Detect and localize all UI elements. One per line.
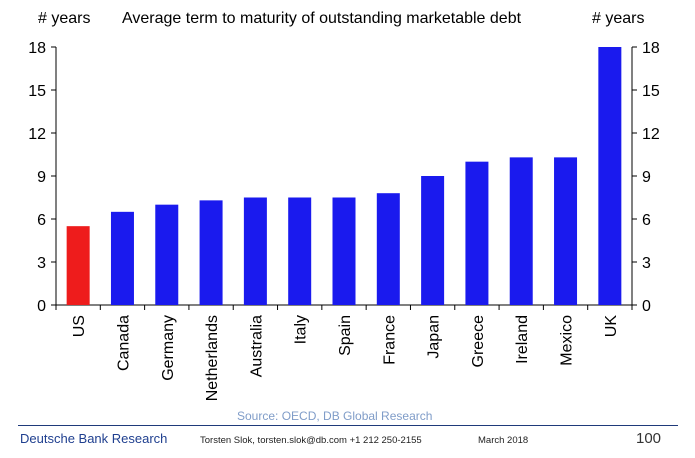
x-tick-label-france: France xyxy=(381,315,398,365)
x-tick-label-germany: Germany xyxy=(160,315,177,381)
bar-japan xyxy=(421,176,445,305)
x-tick-label-italy: Italy xyxy=(293,315,310,344)
y-tick-label-right: 9 xyxy=(642,169,651,186)
x-tick-label-greece: Greece xyxy=(470,315,487,368)
y-tick-label-right: 18 xyxy=(642,40,660,57)
bar-spain xyxy=(332,197,356,305)
y-tick-label-left: 6 xyxy=(37,212,46,229)
y-tick-label-right: 3 xyxy=(642,255,651,272)
y-tick-label-left: 15 xyxy=(28,83,46,100)
x-tick-label-netherlands: Netherlands xyxy=(204,315,221,401)
y-tick-label-right: 6 xyxy=(642,212,651,229)
y-axis-label-left: # years xyxy=(38,10,90,27)
chart-title: Average term to maturity of outstanding … xyxy=(122,10,522,27)
bar-uk xyxy=(598,47,622,305)
bar-us xyxy=(66,226,90,305)
bar-germany xyxy=(155,204,179,305)
bar-canada xyxy=(110,211,134,305)
x-tick-label-japan: Japan xyxy=(426,315,443,359)
bar-mexico xyxy=(554,157,578,305)
bar-netherlands xyxy=(199,200,223,305)
y-tick-label-left: 12 xyxy=(28,126,46,143)
y-tick-label-right: 0 xyxy=(642,298,651,315)
y-axis-label-right: # years xyxy=(592,10,644,27)
bar-greece xyxy=(465,161,489,305)
x-tick-label-us: US xyxy=(71,315,88,337)
bar-australia xyxy=(243,197,267,305)
x-tick-label-australia: Australia xyxy=(248,315,265,377)
x-tick-label-mexico: Mexico xyxy=(559,315,576,366)
bar-italy xyxy=(288,197,312,305)
y-tick-label-left: 18 xyxy=(28,40,46,57)
y-tick-label-right: 15 xyxy=(642,83,660,100)
y-tick-label-right: 12 xyxy=(642,126,660,143)
y-tick-label-left: 9 xyxy=(37,169,46,186)
x-tick-label-canada: Canada xyxy=(115,315,132,371)
y-tick-label-left: 0 xyxy=(37,298,46,315)
bar-france xyxy=(376,193,400,305)
x-tick-label-ireland: Ireland xyxy=(514,315,531,364)
x-tick-label-spain: Spain xyxy=(337,315,354,356)
bar-ireland xyxy=(509,157,533,305)
y-tick-label-left: 3 xyxy=(37,255,46,272)
x-tick-label-uk: UK xyxy=(603,315,620,338)
